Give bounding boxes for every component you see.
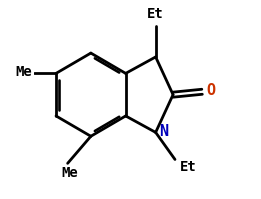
Text: N: N	[159, 124, 168, 139]
Text: Me: Me	[61, 166, 78, 180]
Text: Et: Et	[180, 160, 197, 175]
Text: Et: Et	[147, 7, 164, 21]
Text: O: O	[206, 83, 215, 98]
Text: Me: Me	[15, 65, 32, 79]
